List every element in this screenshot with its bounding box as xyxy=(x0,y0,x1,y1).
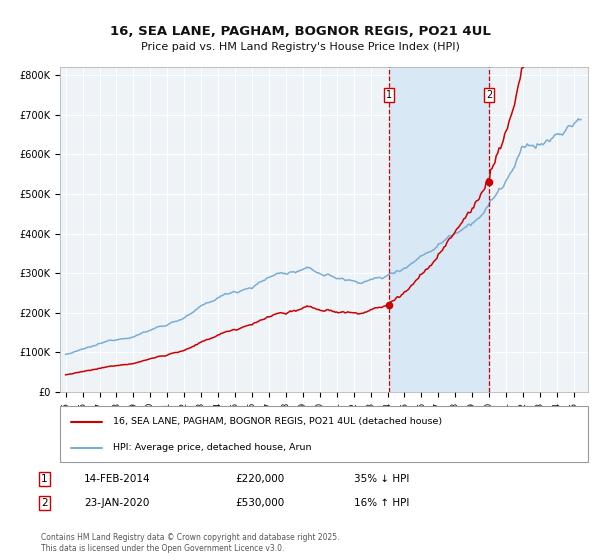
Text: Price paid vs. HM Land Registry's House Price Index (HPI): Price paid vs. HM Land Registry's House … xyxy=(140,42,460,52)
Text: HPI: Average price, detached house, Arun: HPI: Average price, detached house, Arun xyxy=(113,444,311,452)
FancyBboxPatch shape xyxy=(60,406,588,462)
Text: £220,000: £220,000 xyxy=(235,474,284,484)
Text: 16, SEA LANE, PAGHAM, BOGNOR REGIS, PO21 4UL (detached house): 16, SEA LANE, PAGHAM, BOGNOR REGIS, PO21… xyxy=(113,417,442,426)
Text: 35% ↓ HPI: 35% ↓ HPI xyxy=(354,474,409,484)
Text: 2: 2 xyxy=(486,90,493,100)
Text: 16% ↑ HPI: 16% ↑ HPI xyxy=(354,498,409,508)
Text: Contains HM Land Registry data © Crown copyright and database right 2025.
This d: Contains HM Land Registry data © Crown c… xyxy=(41,533,340,553)
Text: 2: 2 xyxy=(41,498,47,508)
Text: 16, SEA LANE, PAGHAM, BOGNOR REGIS, PO21 4UL: 16, SEA LANE, PAGHAM, BOGNOR REGIS, PO21… xyxy=(110,25,490,38)
Text: 1: 1 xyxy=(386,90,392,100)
Text: 1: 1 xyxy=(41,474,47,484)
Text: 23-JAN-2020: 23-JAN-2020 xyxy=(84,498,149,508)
Text: 14-FEB-2014: 14-FEB-2014 xyxy=(84,474,151,484)
Text: £530,000: £530,000 xyxy=(235,498,284,508)
Bar xyxy=(389,67,489,392)
